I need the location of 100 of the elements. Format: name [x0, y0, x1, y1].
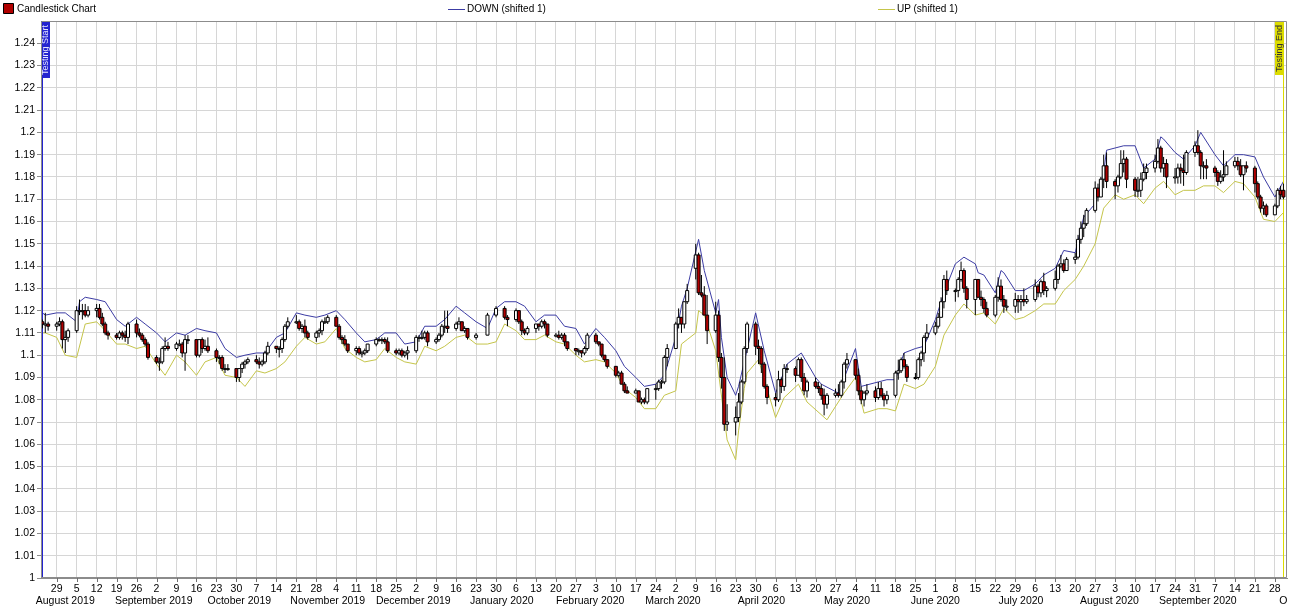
y-tick-label: 1.12 — [14, 303, 36, 316]
x2-tick-label: April 2020 — [737, 594, 786, 607]
x-tick-label: 24 — [1169, 581, 1182, 594]
x-tick-label: 20 — [550, 581, 562, 594]
x2-tick-label: August 2020 — [1079, 594, 1140, 607]
x-tick-label: 1 — [932, 581, 939, 594]
x-tick-label: 5 — [73, 581, 80, 594]
x2-tick-label: February 2020 — [556, 594, 625, 607]
x-tick-label: 3 — [1112, 581, 1119, 594]
x-tick-label: 3 — [592, 581, 599, 594]
x-tick-label: 24 — [649, 581, 662, 594]
x-tick-label: 17 — [1149, 581, 1162, 594]
y-tick-label: 1.08 — [14, 392, 36, 405]
x2-tick-label: May 2020 — [823, 594, 871, 607]
y-tick-label: 1.1 — [20, 348, 36, 361]
ref-line-label: Testing End — [1274, 24, 1285, 72]
x-tick-label: 13 — [1049, 581, 1062, 594]
x-tick-label: 2 — [153, 581, 160, 594]
x-tick-label: 4 — [852, 581, 859, 594]
x-tick-label: 18 — [889, 581, 902, 594]
x2-tick-label: January 2020 — [469, 594, 534, 607]
x-tick-label: 31 — [1189, 581, 1201, 594]
x-tick-label: 6 — [772, 581, 779, 594]
x-tick-label: 11 — [870, 581, 882, 594]
y-tick-label: 1.05 — [14, 459, 36, 472]
y-tick-label: 1.02 — [14, 526, 36, 539]
legend-label: UP (shifted 1) — [897, 2, 958, 14]
x2-tick-label: September 2020 — [1159, 594, 1237, 607]
x-tick-label: 10 — [610, 581, 622, 594]
x-tick-label: 29 — [50, 581, 63, 594]
x-tick-label: 16 — [190, 581, 203, 594]
x-tick-label: 13 — [530, 581, 542, 594]
x-tick-label: 28 — [310, 581, 323, 594]
ref-line-label: Testing Start — [40, 24, 51, 75]
x-tick-label: 17 — [629, 581, 642, 594]
x-tick-label: 12 — [90, 581, 103, 594]
x-tick-label: 9 — [433, 581, 440, 594]
y-tick-label: 1.06 — [14, 437, 36, 450]
x-tick-label: 27 — [570, 581, 582, 594]
x-tick-label: 21 — [290, 581, 303, 594]
y-tick-label: 1.22 — [14, 80, 36, 93]
x-tick-label: 30 — [230, 581, 243, 594]
y-tick-label: 1.24 — [14, 36, 36, 49]
y-tick-label: 1 — [29, 570, 36, 583]
y-tick-label: 1.17 — [14, 192, 36, 205]
x-tick-label: 27 — [829, 581, 842, 594]
y-tick-label: 1.16 — [14, 214, 36, 227]
x-tick-label: 16 — [709, 581, 722, 594]
x-tick-label: 28 — [1269, 581, 1281, 594]
y-tick-label: 1.15 — [14, 236, 36, 249]
legend-label: DOWN (shifted 1) — [467, 2, 546, 14]
y-tick-label: 1.01 — [14, 548, 36, 561]
y-tick-label: 1.09 — [14, 370, 36, 383]
x2-tick-label: October 2019 — [207, 594, 272, 607]
x-tick-label: 9 — [173, 581, 180, 594]
x-tick-label: 7 — [253, 581, 260, 594]
x-tick-label: 16 — [450, 581, 463, 594]
x-tick-label: 9 — [692, 581, 699, 594]
x-tick-label: 2 — [413, 581, 420, 594]
legend-label: Candlestick Chart — [17, 2, 97, 14]
x-tick-label: 7 — [1212, 581, 1219, 594]
y-tick-label: 1.14 — [14, 258, 36, 271]
x-tick-label: 27 — [1089, 581, 1102, 594]
candlestick — [1175, 163, 1180, 185]
x-tick-label: 23 — [470, 581, 483, 594]
x-tick-label: 13 — [789, 581, 802, 594]
candlestick — [1013, 292, 1018, 314]
x2-tick-label: August 2019 — [35, 594, 95, 607]
x-tick-label: 10 — [1129, 581, 1142, 594]
x-tick-label: 30 — [490, 581, 503, 594]
x-tick-label: 15 — [969, 581, 982, 594]
y-tick-label: 1.07 — [14, 414, 36, 427]
x-tick-label: 6 — [513, 581, 520, 594]
x-tick-label: 30 — [749, 581, 762, 594]
x-tick-label: 29 — [1009, 581, 1022, 594]
x2-tick-label: O — [1279, 594, 1288, 607]
x-tick-label: 14 — [270, 581, 283, 594]
x2-tick-label: December 2019 — [375, 594, 451, 607]
x2-tick-label: July 2020 — [998, 594, 1044, 607]
y-tick-label: 1.2 — [20, 125, 36, 138]
x2-tick-label: September 2019 — [114, 594, 193, 607]
candlestick — [705, 294, 710, 345]
x2-tick-label: March 2020 — [645, 594, 701, 607]
y-tick-label: 1.13 — [14, 281, 36, 294]
x-tick-label: 20 — [1069, 581, 1082, 594]
x-tick-label: 21 — [1249, 581, 1261, 594]
y-tick-label: 1.03 — [14, 504, 36, 517]
y-tick-label: 1.21 — [14, 103, 36, 116]
candlestick — [1241, 165, 1246, 191]
x-tick-label: 19 — [110, 581, 123, 594]
x-tick-label: 22 — [989, 581, 1002, 594]
y-tick-label: 1.04 — [14, 481, 36, 494]
y-tick-label: 1.23 — [14, 58, 36, 71]
y-tick-label: 1.18 — [14, 169, 36, 182]
x-tick-label: 4 — [333, 581, 340, 594]
x-tick-label: 25 — [909, 581, 922, 594]
x-tick-label: 2 — [672, 581, 679, 594]
x-tick-label: 23 — [210, 581, 223, 594]
y-tick-label: 1.19 — [14, 147, 36, 160]
x-tick-label: 25 — [390, 581, 403, 594]
